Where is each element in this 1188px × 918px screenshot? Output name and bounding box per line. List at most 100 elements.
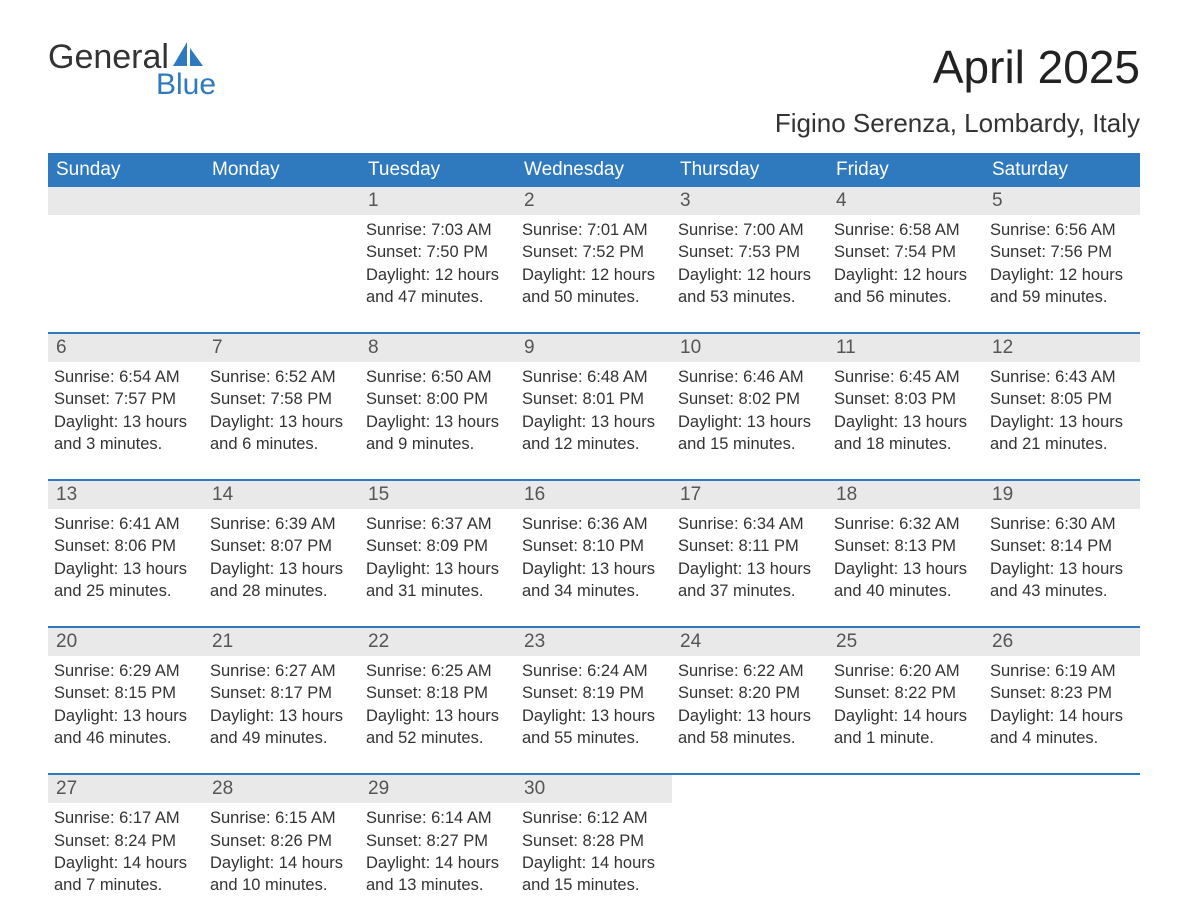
day-sunrise: Sunrise: 6:58 AM bbox=[834, 219, 978, 241]
calendar-day: 25Sunrise: 6:20 AMSunset: 8:22 PMDayligh… bbox=[828, 628, 984, 755]
day-daylight1: Daylight: 12 hours bbox=[990, 264, 1134, 286]
day-sunrise: Sunrise: 6:43 AM bbox=[990, 366, 1134, 388]
day-sunset: Sunset: 7:54 PM bbox=[834, 241, 978, 263]
day-body: Sunrise: 6:48 AMSunset: 8:01 PMDaylight:… bbox=[522, 366, 666, 455]
day-daylight2: and 21 minutes. bbox=[990, 433, 1134, 455]
day-daylight1: Daylight: 14 hours bbox=[990, 705, 1134, 727]
day-daylight2: and 31 minutes. bbox=[366, 580, 510, 602]
calendar-day bbox=[672, 775, 828, 902]
day-sunset: Sunset: 8:11 PM bbox=[678, 535, 822, 557]
calendar-day bbox=[48, 187, 204, 314]
day-body: Sunrise: 6:43 AMSunset: 8:05 PMDaylight:… bbox=[990, 366, 1134, 455]
day-daylight2: and 15 minutes. bbox=[678, 433, 822, 455]
page-title: April 2025 bbox=[933, 40, 1140, 94]
day-daylight2: and 3 minutes. bbox=[54, 433, 198, 455]
day-number: 23 bbox=[516, 628, 672, 656]
day-number: 18 bbox=[828, 481, 984, 509]
calendar-day: 29Sunrise: 6:14 AMSunset: 8:27 PMDayligh… bbox=[360, 775, 516, 902]
weekday-header: Monday bbox=[204, 153, 360, 187]
day-daylight1: Daylight: 13 hours bbox=[366, 558, 510, 580]
location-subtitle: Figino Serenza, Lombardy, Italy bbox=[48, 108, 1140, 139]
weekday-header-row: SundayMondayTuesdayWednesdayThursdayFrid… bbox=[48, 153, 1140, 187]
day-sunrise: Sunrise: 6:46 AM bbox=[678, 366, 822, 388]
day-daylight1: Daylight: 13 hours bbox=[678, 558, 822, 580]
day-daylight1: Daylight: 13 hours bbox=[678, 411, 822, 433]
day-number: 26 bbox=[984, 628, 1140, 656]
day-sunrise: Sunrise: 7:03 AM bbox=[366, 219, 510, 241]
day-sunrise: Sunrise: 6:22 AM bbox=[678, 660, 822, 682]
day-daylight2: and 28 minutes. bbox=[210, 580, 354, 602]
weekday-header: Saturday bbox=[984, 153, 1140, 187]
calendar-day: 16 Sunrise: 6:36 AMSunset: 8:10 PMDayligh… bbox=[516, 481, 672, 608]
day-number: 2 bbox=[516, 187, 672, 215]
day-sunrise: Sunrise: 7:00 AM bbox=[678, 219, 822, 241]
day-daylight2: and 9 minutes. bbox=[366, 433, 510, 455]
calendar-day: 22Sunrise: 6:25 AMSunset: 8:18 PMDayligh… bbox=[360, 628, 516, 755]
day-number: 10 bbox=[672, 334, 828, 362]
day-number: 13 bbox=[48, 481, 204, 509]
calendar-day bbox=[984, 775, 1140, 902]
day-daylight2: and 7 minutes. bbox=[54, 874, 198, 896]
calendar-day: 20Sunrise: 6:29 AMSunset: 8:15 PMDayligh… bbox=[48, 628, 204, 755]
day-number: 4 bbox=[828, 187, 984, 215]
day-number: 7 bbox=[204, 334, 360, 362]
day-sunset: Sunset: 7:56 PM bbox=[990, 241, 1134, 263]
day-sunrise: Sunrise: 6:15 AM bbox=[210, 807, 354, 829]
day-daylight2: and 50 minutes. bbox=[522, 286, 666, 308]
weekday-header: Tuesday bbox=[360, 153, 516, 187]
day-sunset: Sunset: 8:05 PM bbox=[990, 388, 1134, 410]
day-daylight2: and 47 minutes. bbox=[366, 286, 510, 308]
day-body: Sunrise: 6:45 AMSunset: 8:03 PMDaylight:… bbox=[834, 366, 978, 455]
calendar-day: 9 Sunrise: 6:48 AMSunset: 8:01 PMDaylight… bbox=[516, 334, 672, 461]
calendar-day: 6Sunrise: 6:54 AMSunset: 7:57 PMDaylight… bbox=[48, 334, 204, 461]
day-sunrise: Sunrise: 6:34 AM bbox=[678, 513, 822, 535]
day-daylight1: Daylight: 13 hours bbox=[522, 411, 666, 433]
day-sunrise: Sunrise: 6:32 AM bbox=[834, 513, 978, 535]
day-daylight2: and 25 minutes. bbox=[54, 580, 198, 602]
calendar-day: 8Sunrise: 6:50 AMSunset: 8:00 PMDaylight… bbox=[360, 334, 516, 461]
day-sunset: Sunset: 8:09 PM bbox=[366, 535, 510, 557]
day-body: Sunrise: 6:36 AMSunset: 8:10 PMDaylight:… bbox=[522, 513, 666, 602]
logo-text-general: General bbox=[48, 40, 169, 74]
day-number: 9 bbox=[516, 334, 672, 362]
day-number bbox=[204, 187, 360, 215]
day-body: Sunrise: 6:58 AMSunset: 7:54 PMDaylight:… bbox=[834, 219, 978, 308]
day-daylight1: Daylight: 13 hours bbox=[522, 705, 666, 727]
day-body: Sunrise: 6:46 AMSunset: 8:02 PMDaylight:… bbox=[678, 366, 822, 455]
day-sunset: Sunset: 8:22 PM bbox=[834, 682, 978, 704]
day-sunset: Sunset: 7:58 PM bbox=[210, 388, 354, 410]
day-sunset: Sunset: 8:15 PM bbox=[54, 682, 198, 704]
calendar-day: 12 Sunrise: 6:43 AMSunset: 8:05 PMDayligh… bbox=[984, 334, 1140, 461]
day-body: Sunrise: 7:01 AMSunset: 7:52 PMDaylight:… bbox=[522, 219, 666, 308]
day-daylight2: and 49 minutes. bbox=[210, 727, 354, 749]
calendar-day: 18 Sunrise: 6:32 AMSunset: 8:13 PMDayligh… bbox=[828, 481, 984, 608]
day-body: Sunrise: 6:17 AMSunset: 8:24 PMDaylight:… bbox=[54, 807, 198, 896]
calendar-day: 23Sunrise: 6:24 AMSunset: 8:19 PMDayligh… bbox=[516, 628, 672, 755]
week-row: 1Sunrise: 7:03 AMSunset: 7:50 PMDaylight… bbox=[48, 187, 1140, 314]
calendar-day: 11Sunrise: 6:45 AMSunset: 8:03 PMDayligh… bbox=[828, 334, 984, 461]
day-daylight1: Daylight: 13 hours bbox=[834, 411, 978, 433]
day-daylight1: Daylight: 13 hours bbox=[522, 558, 666, 580]
day-number: 12 bbox=[984, 334, 1140, 362]
day-daylight1: Daylight: 14 hours bbox=[834, 705, 978, 727]
day-daylight2: and 52 minutes. bbox=[366, 727, 510, 749]
day-daylight1: Daylight: 13 hours bbox=[210, 558, 354, 580]
calendar-day: 5Sunrise: 6:56 AMSunset: 7:56 PMDaylight… bbox=[984, 187, 1140, 314]
day-body: Sunrise: 6:32 AMSunset: 8:13 PMDaylight:… bbox=[834, 513, 978, 602]
day-body: Sunrise: 6:22 AMSunset: 8:20 PMDaylight:… bbox=[678, 660, 822, 749]
day-sunrise: Sunrise: 6:54 AM bbox=[54, 366, 198, 388]
day-sunrise: Sunrise: 6:41 AM bbox=[54, 513, 198, 535]
day-number: 16 bbox=[516, 481, 672, 509]
day-sunrise: Sunrise: 6:30 AM bbox=[990, 513, 1134, 535]
weekday-header: Sunday bbox=[48, 153, 204, 187]
calendar-day: 15Sunrise: 6:37 AMSunset: 8:09 PMDayligh… bbox=[360, 481, 516, 608]
day-daylight1: Daylight: 13 hours bbox=[366, 411, 510, 433]
day-body: Sunrise: 6:27 AMSunset: 8:17 PMDaylight:… bbox=[210, 660, 354, 749]
day-daylight2: and 34 minutes. bbox=[522, 580, 666, 602]
day-sunset: Sunset: 8:00 PM bbox=[366, 388, 510, 410]
logo: General Blue bbox=[48, 40, 216, 100]
day-body: Sunrise: 6:20 AMSunset: 8:22 PMDaylight:… bbox=[834, 660, 978, 749]
calendar-day: 19Sunrise: 6:30 AMSunset: 8:14 PMDayligh… bbox=[984, 481, 1140, 608]
day-number: 21 bbox=[204, 628, 360, 656]
day-body: Sunrise: 6:37 AMSunset: 8:09 PMDaylight:… bbox=[366, 513, 510, 602]
